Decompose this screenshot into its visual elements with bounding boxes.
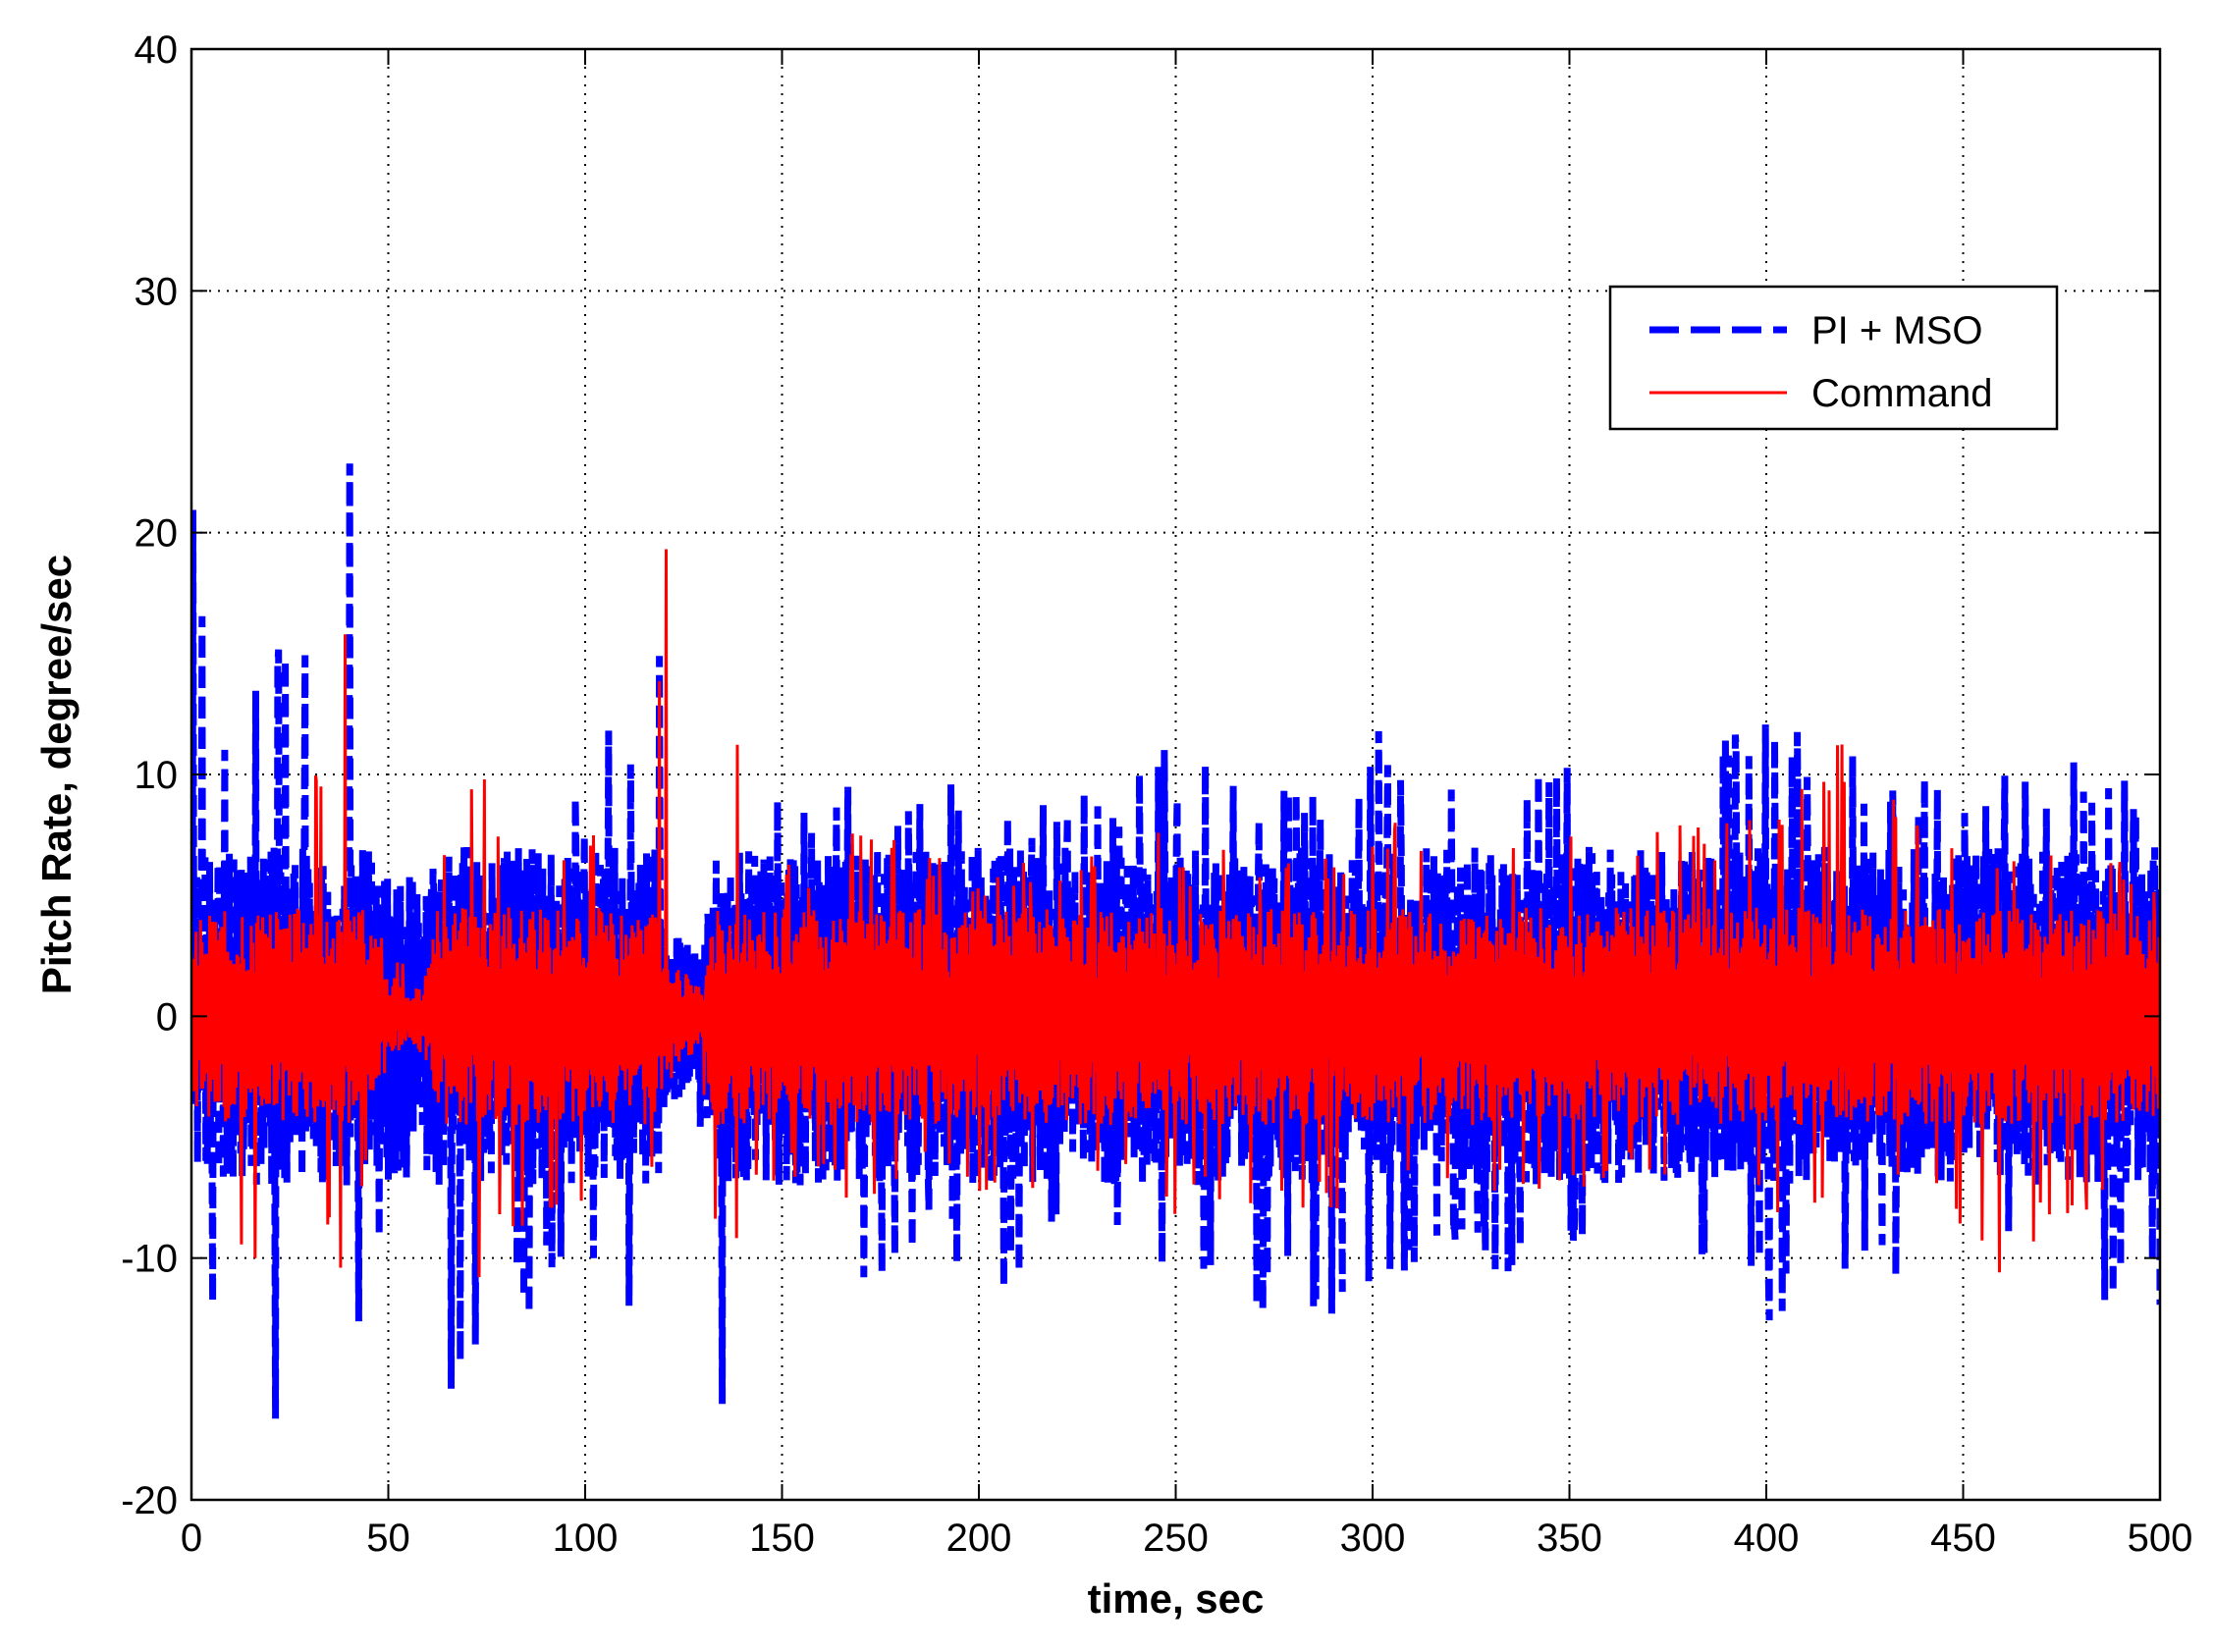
x-tick-label: 100 bbox=[553, 1517, 619, 1560]
x-tick-label: 500 bbox=[2128, 1517, 2193, 1560]
x-tick-label: 400 bbox=[1734, 1517, 1800, 1560]
y-tick-label: 10 bbox=[135, 754, 179, 797]
y-tick-label: 30 bbox=[135, 270, 179, 313]
x-tick-label: 450 bbox=[1930, 1517, 1996, 1560]
x-tick-label: 300 bbox=[1340, 1517, 1406, 1560]
y-tick-label: -20 bbox=[121, 1479, 178, 1522]
series-layer bbox=[191, 463, 2160, 1419]
y-tick-label: 20 bbox=[135, 512, 179, 556]
x-tick-label: 250 bbox=[1143, 1517, 1209, 1560]
legend-label-pi-mso: PI + MSO bbox=[1811, 309, 1983, 352]
x-axis-title: time, sec bbox=[1088, 1575, 1265, 1622]
legend-box bbox=[1608, 285, 2059, 431]
x-tick-label: 50 bbox=[366, 1517, 410, 1560]
y-tick-label: 0 bbox=[156, 995, 178, 1039]
x-tick-label: 150 bbox=[749, 1517, 815, 1560]
tick-layer: 0 50 100 150 200 250 300 350 400 450 500 -20 -10 0 10 2… bbox=[121, 28, 2192, 1560]
y-tick-label: 40 bbox=[135, 28, 179, 72]
legend-label-command: Command bbox=[1811, 372, 1993, 415]
series-line-command bbox=[191, 549, 2160, 1278]
legend: PI + MSO Command bbox=[1608, 285, 2059, 431]
y-axis-title: Pitch Rate, degree/sec bbox=[33, 555, 80, 994]
x-tick-label: 200 bbox=[946, 1517, 1012, 1560]
x-tick-label: 0 bbox=[181, 1517, 202, 1560]
y-tick-label: -10 bbox=[121, 1238, 178, 1281]
x-tick-label: 350 bbox=[1537, 1517, 1602, 1560]
